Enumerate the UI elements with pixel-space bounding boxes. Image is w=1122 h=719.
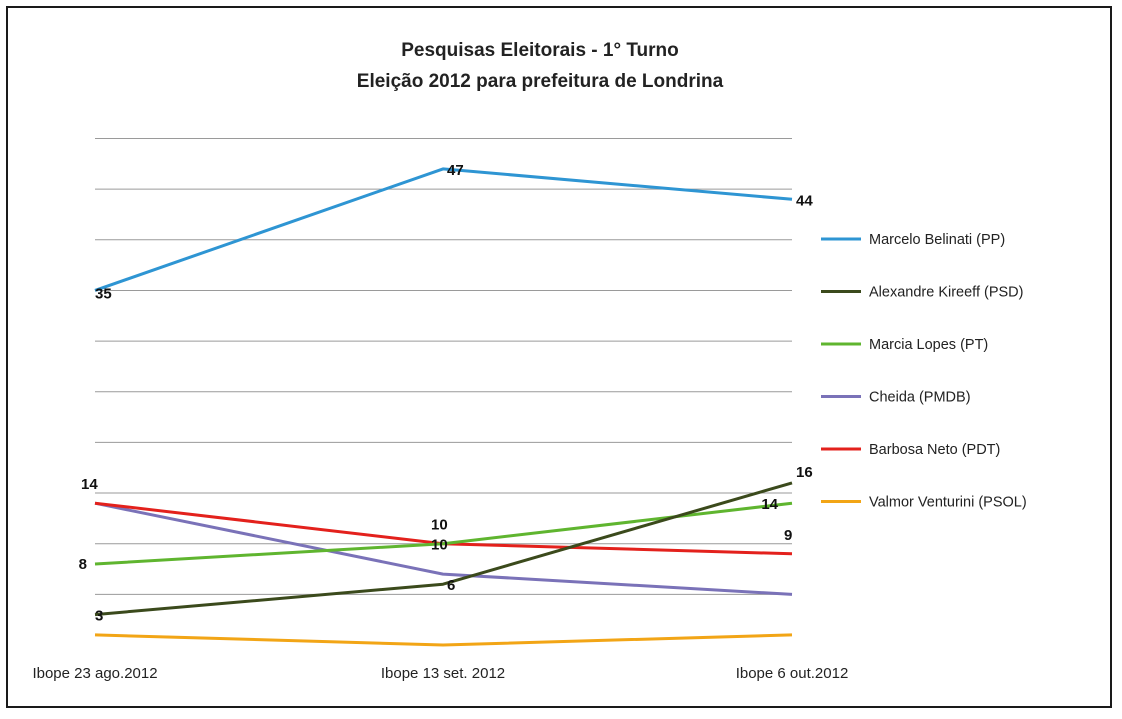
data-label: 44 bbox=[796, 192, 813, 209]
x-tick-label: Ibope 6 out.2012 bbox=[736, 665, 849, 682]
data-label: 47 bbox=[447, 162, 464, 179]
data-label: 8 bbox=[79, 556, 87, 573]
series-line bbox=[94, 167, 793, 292]
legend-label: Valmor Venturini (PSOL) bbox=[869, 495, 1027, 511]
data-label: 14 bbox=[761, 496, 778, 513]
legend-label: Marcelo Belinati (PP) bbox=[869, 232, 1005, 248]
data-label: 10 bbox=[431, 517, 448, 534]
legend-label: Alexandre Kireeff (PSD) bbox=[869, 285, 1023, 301]
x-tick-label: Ibope 23 ago.2012 bbox=[32, 665, 157, 682]
x-tick-label: Ibope 13 set. 2012 bbox=[381, 665, 505, 682]
data-label: 14 bbox=[81, 476, 98, 493]
series-line bbox=[94, 501, 793, 596]
series-line bbox=[94, 633, 793, 647]
legend-label: Cheida (PMDB) bbox=[869, 390, 971, 406]
chart-frame bbox=[6, 6, 1112, 708]
series-line bbox=[94, 481, 793, 617]
data-label: 35 bbox=[95, 285, 112, 302]
legend-label: Marcia Lopes (PT) bbox=[869, 337, 988, 353]
chart-subtitle: Eleição 2012 para prefeitura de Londrina bbox=[356, 71, 724, 92]
data-label: 6 bbox=[447, 577, 455, 594]
data-label: 9 bbox=[784, 527, 792, 544]
chart-title: Pesquisas Eleitorais - 1° Turno bbox=[401, 40, 679, 61]
legend-label: Barbosa Neto (PDT) bbox=[869, 442, 1000, 458]
data-label: 10 bbox=[431, 537, 448, 554]
data-label: 3 bbox=[95, 608, 103, 625]
data-label: 16 bbox=[796, 464, 813, 481]
